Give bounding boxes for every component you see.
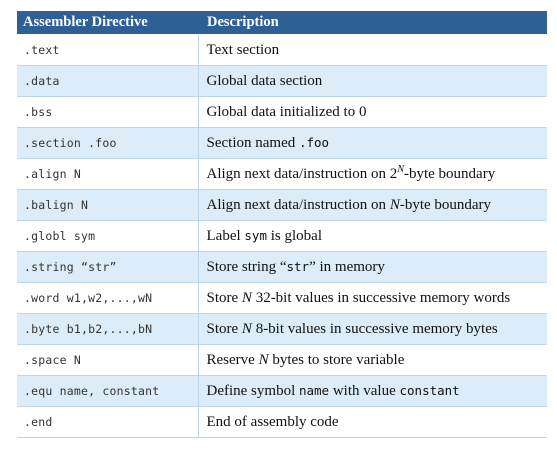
description-italic: N (389, 196, 400, 213)
directive-cell: .bss (17, 96, 198, 128)
directive-cell: .space N (17, 344, 198, 376)
description-text: Store (206, 289, 242, 306)
description-code: name (298, 382, 330, 398)
table-row: .section .foo Section named .foo (17, 127, 547, 159)
description-cell: Store N 8-bit values in successive memor… (197, 313, 547, 345)
table-row: .space N Reserve N bytes to store variab… (17, 344, 547, 376)
description-text: 8-bit values in successive memory bytes (251, 320, 498, 337)
description-cell: Define symbol name with value constant (197, 375, 547, 407)
directive-cell: .equ name, constant (17, 375, 198, 407)
description-code: .foo (298, 134, 330, 150)
assembler-directives-table: Assembler Directive Description .text Te… (17, 11, 547, 438)
description-text: Align next data/instruction on (206, 196, 390, 213)
description-text: Store string “ (206, 258, 287, 275)
table-row: .equ name, constant Define symbol name w… (17, 375, 547, 407)
description-code: str (286, 258, 310, 274)
directives-table-container: Assembler Directive Description .text Te… (17, 11, 547, 438)
directive-cell: .string “str” (17, 251, 198, 283)
description-code: sym (244, 227, 267, 243)
description-text: Define symbol (206, 382, 299, 399)
directive-cell: .section .foo (17, 127, 198, 159)
description-cell: Global data section (197, 65, 547, 97)
description-text: Label (206, 227, 245, 244)
table-row: .balign N Align next data/instruction on… (17, 189, 547, 221)
description-text: is global (266, 227, 322, 244)
table-row: .string “str” Store string “str” in memo… (17, 251, 547, 283)
directive-cell: .balign N (17, 189, 198, 221)
description-text: ” in memory (309, 258, 385, 275)
description-code: constant (399, 382, 460, 398)
description-superscript: N (397, 163, 404, 175)
description-text: -byte boundary (403, 165, 496, 182)
table-row: .end End of assembly code (17, 406, 547, 438)
description-text: Store (206, 320, 242, 337)
table-row: .text Text section (17, 34, 547, 66)
directive-cell: .align N (17, 158, 198, 190)
description-text: -byte boundary (399, 196, 492, 213)
table-row: .globl sym Label sym is global (17, 220, 547, 252)
description-text: Text section (206, 41, 280, 58)
description-text: Align next data/instruction on 2 (206, 165, 398, 182)
directive-cell: .end (17, 406, 198, 438)
description-cell: Align next data/instruction on 2N-byte b… (197, 158, 547, 190)
description-text: bytes to store variable (268, 351, 405, 368)
directive-cell: .data (17, 65, 198, 97)
description-cell: Reserve N bytes to store variable (197, 344, 547, 376)
directive-cell: .word w1,w2,...,wN (17, 282, 198, 314)
description-text: 32-bit values in successive memory words (251, 289, 511, 306)
table-header-row: Assembler Directive Description (17, 11, 547, 35)
description-italic: N (258, 351, 269, 368)
header-assembler-directive: Assembler Directive (17, 11, 198, 35)
table-row: .data Global data section (17, 65, 547, 97)
directive-cell: .text (17, 34, 198, 66)
description-cell: Store N 32-bit values in successive memo… (197, 282, 547, 314)
description-text: Section named (206, 134, 299, 151)
directive-cell: .byte b1,b2,...,bN (17, 313, 198, 345)
description-text: Global data initialized to 0 (206, 103, 367, 120)
table-row: .word w1,w2,...,wN Store N 32-bit values… (17, 282, 547, 314)
description-cell: Global data initialized to 0 (197, 96, 547, 128)
description-cell: Text section (197, 34, 547, 66)
table-row: .byte b1,b2,...,bN Store N 8-bit values … (17, 313, 547, 345)
directive-cell: .globl sym (17, 220, 198, 252)
description-cell: Label sym is global (197, 220, 547, 252)
description-text: with value (329, 382, 400, 399)
description-cell: Section named .foo (197, 127, 547, 159)
description-text: End of assembly code (206, 413, 339, 430)
description-text: Reserve (206, 351, 259, 368)
description-italic: N (241, 320, 252, 337)
header-description: Description (198, 11, 547, 35)
description-text: Global data section (206, 72, 323, 89)
table-row: .align N Align next data/instruction on … (17, 158, 547, 190)
description-italic: N (241, 289, 252, 306)
table-row: .bss Global data initialized to 0 (17, 96, 547, 128)
description-cell: End of assembly code (197, 406, 547, 438)
description-cell: Align next data/instruction on N-byte bo… (197, 189, 547, 221)
description-cell: Store string “str” in memory (197, 251, 547, 283)
